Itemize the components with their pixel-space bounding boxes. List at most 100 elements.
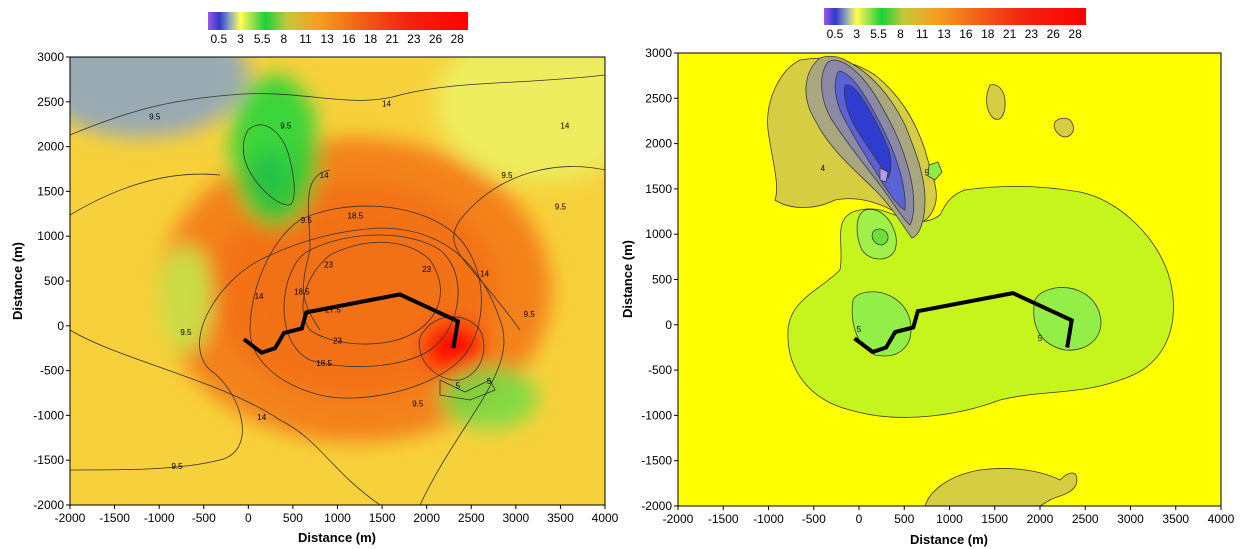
x-tick-label: 1000 (936, 512, 963, 526)
colorbar-tick-label: 18 (364, 32, 378, 46)
contour-label: 14 (257, 413, 266, 422)
contour-region-tan-bottom (924, 468, 1078, 506)
x-tick-label: 4000 (592, 511, 619, 525)
x-tick-label: 1500 (369, 511, 396, 525)
x-tick-label: -1500 (708, 512, 739, 526)
contour-label: 18.5 (316, 359, 332, 368)
x-tick-label: 500 (283, 511, 303, 525)
colorbar-tick-label: 0.5 (827, 27, 844, 41)
x-tick-label: 2000 (1027, 512, 1054, 526)
x-tick-label: 4000 (1208, 512, 1235, 526)
left-colorbar-labels: 0.5 3 5.5 8 11 13 16 18 21 23 26 28 (210, 32, 464, 46)
left-colorbar-bar (208, 12, 468, 30)
heat-blob (440, 366, 539, 429)
heat-blob (435, 57, 605, 183)
y-tick-label: 500 (652, 273, 672, 287)
x-tick-label: 0 (856, 512, 863, 526)
colorbar-tick-label: 18 (981, 27, 995, 41)
contour-line (283, 234, 459, 367)
contour-label: 18.5 (348, 211, 364, 220)
contour-region-green-dot (871, 228, 889, 246)
contour-label: 5 (1038, 334, 1043, 343)
contour-label: 9.5 (524, 310, 536, 319)
y-tick-label: 2000 (37, 140, 64, 154)
colorbar-tick-label: 5.5 (254, 32, 271, 46)
heat-blob (70, 57, 249, 138)
x-tick-label: 0 (245, 511, 252, 525)
left-x-axis-title: Distance (m) (298, 530, 376, 545)
contour-label: 9.5 (171, 462, 183, 471)
colorbar-tick-label: 16 (959, 27, 973, 41)
right-y-axis-title: Distance (m) (620, 240, 635, 318)
left-y-axis-title: Distance (m) (10, 242, 25, 320)
x-tick-label: -2000 (55, 511, 86, 525)
y-tick-label: 3000 (37, 50, 64, 64)
y-tick-label: 2000 (645, 137, 672, 151)
contour-line (242, 124, 295, 206)
x-tick-label: 1500 (981, 512, 1008, 526)
contour-label: 9.5 (301, 216, 313, 225)
colorbar-tick-label: 28 (450, 32, 464, 46)
colorbar-tick-label: 8 (280, 32, 287, 46)
right-colorbar-bar (824, 8, 1086, 25)
left-contour-lines (70, 74, 605, 505)
left-y-axis: -2000 -1500 -1000 -500 0 500 1000 1500 2000 2500 3… (33, 50, 70, 512)
contour-label: 27.5 (325, 305, 341, 314)
x-tick-label: 1000 (324, 511, 351, 525)
colorbar-tick-label: 5.5 (870, 27, 887, 41)
contour-label: 5 (925, 168, 930, 177)
x-tick-label: -500 (802, 512, 826, 526)
y-tick-label: -1500 (33, 453, 64, 467)
contour-line (249, 205, 482, 399)
contour-label: 5 (857, 325, 862, 334)
colorbar-tick-label: 11 (916, 27, 929, 41)
contour-line (302, 241, 441, 345)
colorbar-tick-label: 23 (407, 32, 421, 46)
y-tick-label: 2500 (37, 95, 64, 109)
colorbar-tick-label: 26 (1047, 27, 1061, 41)
heat-blob (230, 74, 320, 228)
x-tick-label: 3500 (1162, 512, 1189, 526)
contour-line (70, 329, 381, 505)
contour-label: 9.5 (412, 399, 424, 408)
x-tick-label: -1000 (144, 511, 175, 525)
right-survey-line (853, 291, 1074, 355)
contour-region-deep-blue (843, 84, 892, 179)
contour-label: 5 (456, 382, 461, 391)
contour-label: 9.5 (555, 202, 567, 211)
left-plot-area: 14 14 9.5 9.5 9.5 9.5 9.5 14 18.5 23 23 14 18.5 14 27.… (70, 57, 605, 505)
right-x-axis: -2000 -1500 -1000 -500 0 500 1000 1500 2000 2500 3… (663, 506, 1235, 526)
y-tick-label: 1000 (645, 227, 672, 241)
x-tick-label: -1500 (99, 511, 130, 525)
contour-label: 14 (320, 171, 329, 180)
y-tick-label: 0 (57, 319, 64, 333)
contour-region-violet (879, 167, 889, 183)
left-heat-field (70, 57, 605, 443)
right-y-axis: -2000 -1500 -1000 -500 0 500 1000 1500 2000 2500 3… (641, 46, 678, 513)
y-tick-label: 3000 (645, 46, 672, 60)
left-x-axis: -2000 -1500 -1000 -500 0 500 1000 1500 2000 2500 3… (55, 505, 619, 525)
y-tick-label: 1500 (645, 182, 672, 196)
contour-region-green-tiny (927, 161, 943, 181)
x-tick-label: 3500 (547, 511, 574, 525)
y-tick-label: 0 (665, 318, 672, 332)
contour-label: 23 (324, 261, 333, 270)
contour-line (70, 173, 221, 216)
colorbar-tick-label: 23 (1025, 27, 1039, 41)
contour-label: 14 (480, 270, 489, 279)
contour-label: 9.5 (149, 113, 161, 122)
x-tick-label: -500 (192, 511, 216, 525)
contour-line (418, 316, 485, 381)
right-panel: 0.5 3 5.5 8 11 13 16 18 21 23 26 28 4 5 5 (620, 8, 1235, 547)
y-tick-label: 2500 (645, 91, 672, 105)
colorbar-tick-label: 3 (237, 32, 244, 46)
x-tick-label: 2000 (413, 511, 440, 525)
y-tick-label: -1500 (641, 454, 672, 468)
contour-label: 9.5 (501, 171, 513, 180)
x-tick-label: 3000 (1117, 512, 1144, 526)
right-plot-area: 4 5 5 5 (678, 53, 1221, 506)
colorbar-tick-label: 13 (937, 27, 951, 41)
colorbar-tick-label: 21 (385, 32, 399, 46)
contour-label: 5 (487, 377, 492, 386)
